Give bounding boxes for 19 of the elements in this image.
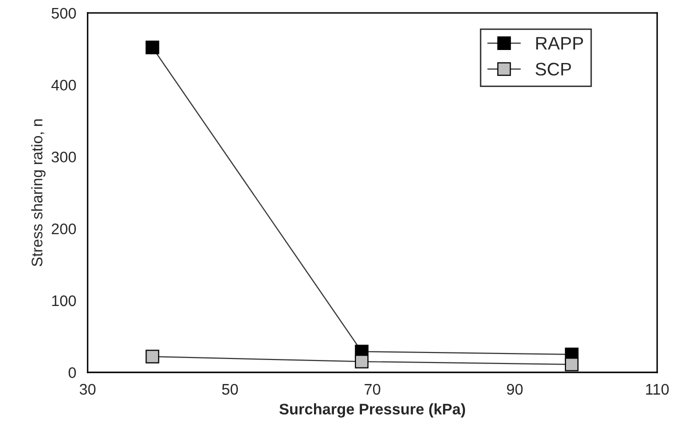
x-tick-label: 70 <box>364 384 380 395</box>
x-tick-label: 30 <box>80 384 96 395</box>
point <box>146 350 160 364</box>
x-tick-label: 50 <box>222 384 238 395</box>
y-tick-label: 200 <box>52 223 76 234</box>
point <box>354 354 369 368</box>
y-tick-label: 400 <box>51 80 76 91</box>
x-tick-label: 110 <box>646 384 669 395</box>
y-tick-label: 500 <box>52 8 76 19</box>
legend-label: RAPP <box>536 37 583 50</box>
point <box>146 40 160 54</box>
x-tick-label: 90 <box>506 384 523 395</box>
x-axis-title: Surcharge Pressure (kPa) <box>279 403 466 418</box>
y-axis-title: Stress sharing ratio, n <box>31 119 46 266</box>
y-tick-label: 100 <box>52 295 76 306</box>
y-tick-label: 300 <box>52 152 76 162</box>
legend-label: SCP <box>536 62 571 76</box>
point <box>564 358 579 372</box>
y-tick-label: 0 <box>68 367 76 378</box>
